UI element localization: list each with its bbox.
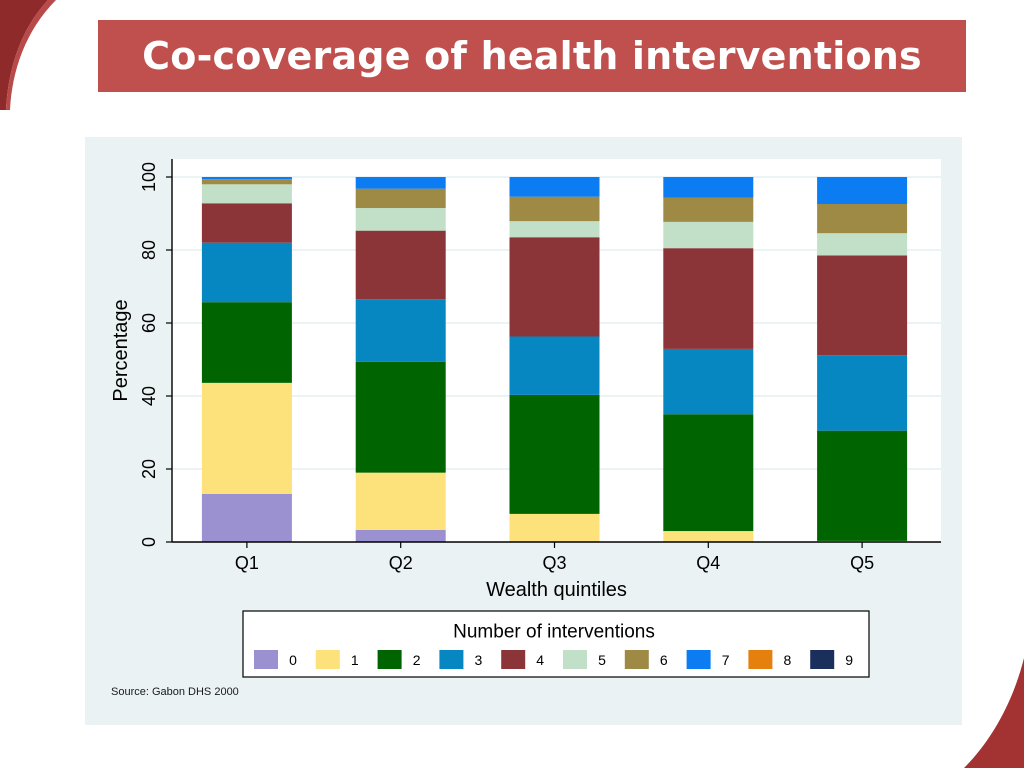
legend-label-6: 6 <box>660 652 668 668</box>
bar-segment-q3-3 <box>509 336 600 395</box>
bar-segment-q4-4 <box>663 248 754 349</box>
legend-swatch-6 <box>624 650 649 669</box>
bar-segment-q3-4 <box>509 237 600 337</box>
bar-segment-q5-4 <box>817 255 908 356</box>
bar-segment-q5-7 <box>817 177 908 205</box>
y-tick-label: 80 <box>139 240 159 260</box>
source-note: Source: Gabon DHS 2000 <box>111 686 239 698</box>
legend-swatch-9 <box>810 650 835 669</box>
bar-segment-q3-2 <box>509 394 600 514</box>
bar-segment-q4-7 <box>663 177 754 198</box>
legend-label-4: 4 <box>536 652 544 668</box>
bar-segment-q2-3 <box>355 299 446 362</box>
bar-segment-q3-7 <box>509 177 600 197</box>
bar-segment-q2-2 <box>355 361 446 473</box>
legend-swatch-3 <box>439 650 464 669</box>
bar-segment-q1-4 <box>201 203 292 243</box>
x-tick-label: Q2 <box>389 553 413 573</box>
bar-segment-q2-4 <box>355 230 446 300</box>
bar-segment-q2-5 <box>355 208 446 231</box>
x-axis-title: Wealth quintiles <box>486 579 627 601</box>
corner-decoration-top-left <box>0 0 56 110</box>
bar-segment-q1-0 <box>201 493 292 542</box>
bar-segment-q4-6 <box>663 197 754 222</box>
legend-label-3: 3 <box>475 652 483 668</box>
bar-segment-q4-5 <box>663 221 754 249</box>
slide-title: Co-coverage of health interventions <box>142 34 922 78</box>
bar-segment-q3-1 <box>509 513 600 542</box>
legend-label-7: 7 <box>722 652 730 668</box>
corner-decoration-bottom-right <box>964 658 1024 768</box>
legend-title: Number of interventions <box>453 622 655 643</box>
bar-segment-q1-2 <box>201 302 292 383</box>
legend-swatch-8 <box>748 650 773 669</box>
x-tick-label: Q4 <box>696 553 720 573</box>
y-tick-label: 20 <box>139 459 159 479</box>
bar-segment-q1-3 <box>201 242 292 303</box>
bar-segment-q2-1 <box>355 472 446 530</box>
bar-segment-q1-5 <box>201 184 292 204</box>
bar-segment-q1-7 <box>201 177 292 180</box>
legend-label-1: 1 <box>351 652 359 668</box>
legend-swatch-4 <box>501 650 526 669</box>
legend-swatch-5 <box>563 650 587 669</box>
bar-segment-q3-5 <box>509 221 600 238</box>
legend-label-8: 8 <box>784 652 792 668</box>
bar-segment-q5-5 <box>817 233 908 256</box>
y-tick-label: 60 <box>139 313 159 333</box>
chart-panel: 0 20 40 60 80 100 Q1 Q2 Q3 Q4 Q5 Wealth quintiles Pe… <box>85 137 962 725</box>
bar-segment-q5-3 <box>817 355 908 431</box>
y-tick-label: 100 <box>139 162 159 192</box>
y-axis-title: Percentage <box>110 299 132 401</box>
bar-segment-q5-2 <box>817 430 908 541</box>
x-tick-label: Q5 <box>850 553 874 573</box>
bar-segment-q3-6 <box>509 196 600 222</box>
bar-segment-q2-7 <box>355 177 446 189</box>
bar-segment-q5-6 <box>817 204 908 234</box>
legend-swatch-2 <box>377 650 402 669</box>
x-tick-label: Q3 <box>542 553 566 573</box>
legend-swatch-7 <box>686 650 711 669</box>
bar-segment-q1-6 <box>201 179 292 185</box>
y-tick-label: 0 <box>139 537 159 547</box>
bar-segment-q4-2 <box>663 414 754 532</box>
bar-segment-q2-0 <box>355 529 446 542</box>
bar-segment-q4-1 <box>663 531 754 542</box>
bar-segment-q4-3 <box>663 348 754 415</box>
x-tick-label: Q1 <box>235 553 259 573</box>
legend-label-5: 5 <box>598 652 606 668</box>
legend-label-2: 2 <box>413 652 421 668</box>
legend-swatch-1 <box>315 650 340 669</box>
legend-label-9: 9 <box>845 652 853 668</box>
legend-label-0: 0 <box>289 652 297 668</box>
y-tick-label: 40 <box>139 386 159 406</box>
bar-segment-q1-1 <box>201 382 292 494</box>
legend-swatch-0 <box>254 650 278 669</box>
title-banner: Co-coverage of health interventions <box>98 20 966 92</box>
bar-segment-q2-6 <box>355 188 446 209</box>
